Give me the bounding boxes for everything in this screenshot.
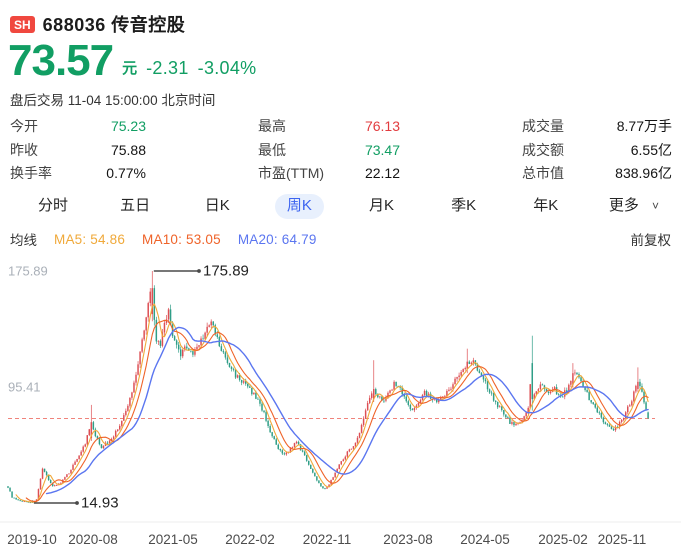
ma-legend-3: MA20: 64.79 <box>237 231 317 247</box>
chart-period-tabs: 分时 五日 日K 周K 月K 季K 年K 更多 ˅ <box>0 184 681 220</box>
stats-column-3: 成交量 8.77万手成交额 6.55亿总市值 838.96亿 <box>522 116 672 184</box>
stat-row: 昨收 75.88 <box>10 140 146 161</box>
last-price: 73.57 <box>8 36 114 86</box>
tab-5day[interactable]: 五日 <box>94 194 176 219</box>
stat-value: 22.12 <box>364 165 400 181</box>
stats-column-1: 今开 75.23 昨收 75.88 换手率 0.77% <box>10 116 146 184</box>
stat-label: 最高 <box>258 118 286 134</box>
exchange-badge: SH <box>10 15 35 33</box>
stat-value: 8.77万手 <box>616 118 672 134</box>
tab-weekly-k[interactable]: 周K <box>258 194 340 219</box>
svg-text:2025-02: 2025-02 <box>538 532 588 546</box>
svg-text:2023-08: 2023-08 <box>383 532 433 546</box>
svg-text:95.41: 95.41 <box>8 380 41 395</box>
ma-legend-items: MA5: 54.86 MA10: 53.05 MA20: 64.79 <box>54 232 317 247</box>
svg-text:175.89: 175.89 <box>8 264 48 279</box>
price-change: -2.31 <box>146 58 189 78</box>
tab-minute[interactable]: 分时 <box>12 194 94 219</box>
stat-row: 最低 73.47 <box>258 140 400 161</box>
stat-label: 换手率 <box>10 165 52 181</box>
tab-more[interactable]: 更多 ˅ <box>587 194 669 219</box>
tab-label: 年K <box>533 197 559 215</box>
adjust-mode-button[interactable]: 前复权 <box>630 233 672 248</box>
stock-header: SH 688036 传音控股 <box>0 0 681 36</box>
svg-text:2019-10: 2019-10 <box>7 532 57 546</box>
tab-label: 更多 <box>608 197 639 215</box>
stat-value: 6.55亿 <box>630 141 672 158</box>
weekly-kline-chart[interactable]: 175.89 95.41 2019-10 2020-08 2021-05 2022-02 2… <box>0 251 681 546</box>
stat-value: 838.96亿 <box>615 165 672 181</box>
quote-stats-grid: 今开 75.23 昨收 75.88 换手率 0.77% 最高 76.13 最低 73.47 市盈(T… <box>0 107 681 184</box>
svg-text:2022-11: 2022-11 <box>303 532 352 546</box>
stat-label: 市盈(TTM) <box>258 165 325 181</box>
stat-label: 最低 <box>258 141 286 158</box>
tab-quarterly-k[interactable]: 季K <box>423 194 505 219</box>
price-change-pct: -3.04% <box>197 58 257 78</box>
stat-row: 市盈(TTM) 22.12 <box>258 163 400 184</box>
tab-label: 分时 <box>38 197 69 215</box>
tab-yearly-k[interactable]: 年K <box>505 194 587 219</box>
stat-value: 75.23 <box>110 118 146 134</box>
stat-row: 总市值 838.96亿 <box>522 163 672 184</box>
tab-label: 月K <box>369 197 395 215</box>
stock-title: 688036 传音控股 <box>42 15 186 35</box>
ma-legend-1: MA5: 54.86 <box>54 231 126 247</box>
tab-monthly-k[interactable]: 月K <box>341 194 423 219</box>
stat-row: 换手率 0.77% <box>10 163 146 184</box>
stat-label: 昨收 <box>10 141 38 158</box>
stat-value: 0.77% <box>106 165 146 181</box>
svg-text:2025-11: 2025-11 <box>598 532 647 546</box>
stat-value: 75.88 <box>110 141 146 158</box>
ma-legend-row: 均线 MA5: 54.86 MA10: 53.05 MA20: 64.79 前复权 <box>0 220 681 249</box>
tab-label: 日K <box>204 197 230 215</box>
stat-row: 成交量 8.77万手 <box>522 116 672 137</box>
quote-block: 73.57 元 -2.31 -3.04% <box>0 36 681 86</box>
session-status: 盘后交易 11-04 15:00:00 北京时间 <box>10 93 216 108</box>
ma-legend-prefix: 均线 <box>10 233 37 248</box>
tab-label: 周K <box>274 194 324 219</box>
price-unit: 元 <box>122 60 138 77</box>
svg-text:175.89: 175.89 <box>203 263 249 280</box>
stat-label: 今开 <box>10 118 38 134</box>
tab-daily-k[interactable]: 日K <box>176 194 258 219</box>
svg-text:2021-05: 2021-05 <box>148 532 198 546</box>
tab-label: 五日 <box>120 197 151 215</box>
stat-label: 总市值 <box>522 165 564 181</box>
svg-text:2020-08: 2020-08 <box>68 532 118 546</box>
tab-label: 季K <box>451 197 477 215</box>
stats-column-2: 最高 76.13 最低 73.47 市盈(TTM) 22.12 <box>258 116 400 184</box>
stat-label: 成交量 <box>522 118 564 134</box>
chevron-down-icon: ˅ <box>651 199 659 214</box>
svg-text:2022-02: 2022-02 <box>225 532 275 546</box>
stat-row: 今开 75.23 <box>10 116 146 137</box>
svg-text:2024-05: 2024-05 <box>460 532 510 546</box>
stat-value: 73.47 <box>364 141 400 158</box>
stat-row: 成交额 6.55亿 <box>522 140 672 161</box>
stat-value: 76.13 <box>364 118 400 134</box>
stat-row: 最高 76.13 <box>258 116 400 137</box>
stat-label: 成交额 <box>522 141 564 158</box>
ma-legend-2: MA10: 53.05 <box>142 231 221 247</box>
svg-text:14.93: 14.93 <box>81 495 119 512</box>
